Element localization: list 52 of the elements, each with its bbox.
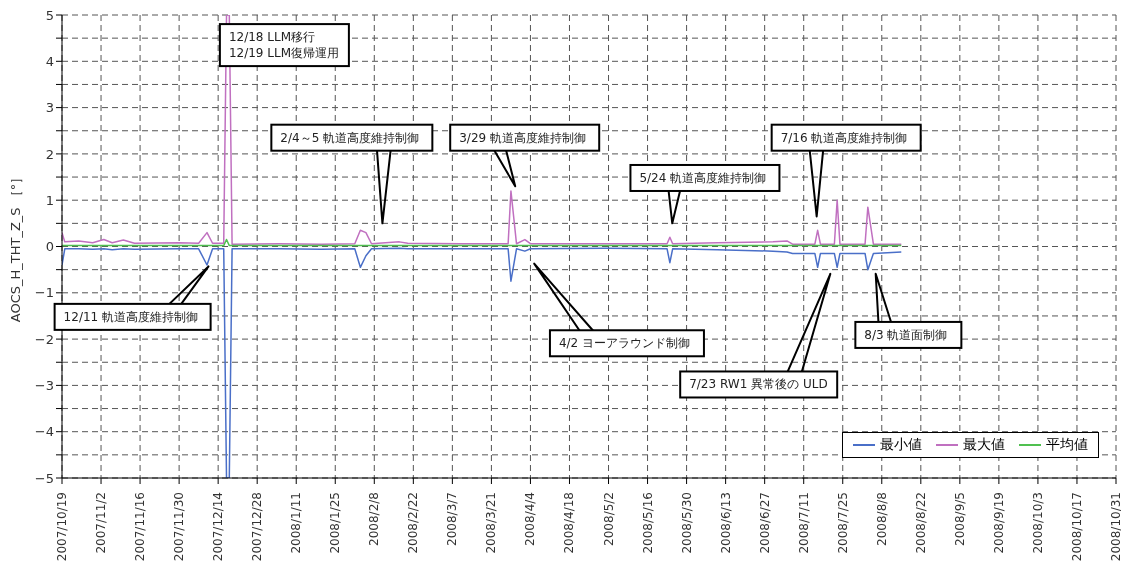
x-tick-label: 2007/11/2 [94, 492, 109, 554]
y-axis-title: AOCS_H_THT_Z_S ［°］ [7, 170, 23, 323]
y-tick-label: 2 [45, 146, 54, 162]
annotation: 12/18 LLM移行 12/19 LLM復帰運用 [228, 30, 340, 61]
y-tick-label: −2 [34, 331, 54, 347]
y-tick-label: −5 [34, 470, 54, 486]
y-tick-label: −3 [34, 378, 54, 394]
x-tick-label: 2008/6/13 [718, 492, 733, 554]
x-tick-label: 2008/10/3 [1030, 492, 1045, 554]
annotation: 4/2 ヨーアラウンド制御 [558, 336, 691, 351]
annotation: 7/16 軌道高度維持制御 [780, 130, 908, 145]
x-tick-label: 2008/7/25 [835, 492, 850, 554]
y-tick-label: 0 [45, 239, 54, 255]
x-tick-label: 2007/11/16 [133, 492, 148, 562]
x-tick-label: 2008/4/18 [562, 492, 577, 554]
legend-label: 最小値 [880, 436, 922, 454]
annotation: 7/23 RW1 異常後の ULD [689, 377, 828, 392]
x-tick-label: 2007/12/14 [211, 492, 226, 562]
x-tick-label: 2008/5/16 [640, 492, 655, 554]
y-tick-label: −4 [34, 424, 54, 440]
x-tick-label: 2008/5/2 [601, 492, 616, 546]
y-tick-label: −1 [34, 285, 54, 301]
annotation: 2/4～5 軌道高度維持制御 [280, 130, 420, 145]
x-tick-label: 2008/3/21 [484, 492, 499, 554]
x-tick-label: 2008/2/22 [406, 492, 421, 554]
x-tick-label: 2008/1/25 [328, 492, 343, 554]
x-tick-label: 2007/12/28 [250, 492, 265, 562]
annotation: 5/24 軌道高度維持制御 [639, 170, 767, 185]
annotation: 3/29 軌道高度維持制御 [459, 130, 586, 145]
annotation: 8/3 軌道面制御 [864, 327, 948, 342]
x-tick-label: 2008/8/8 [874, 492, 889, 546]
x-tick-label: 2008/5/30 [679, 492, 694, 554]
x-tick-label: 2008/9/19 [991, 492, 1006, 554]
y-tick-label: 4 [45, 53, 54, 69]
x-tick-label: 2008/10/31 [1109, 492, 1123, 562]
x-tick-label: 2008/6/27 [757, 492, 772, 554]
x-tick-label: 2008/3/7 [445, 492, 460, 546]
x-tick-label: 2008/1/11 [289, 492, 304, 554]
x-tick-label: 2007/11/30 [172, 492, 187, 562]
y-tick-label: 5 [45, 7, 54, 23]
x-tick-label: 2008/8/22 [913, 492, 928, 554]
x-tick-label: 2007/10/19 [55, 492, 69, 562]
y-tick-label: 3 [45, 100, 54, 116]
legend-label: 最大値 [963, 436, 1005, 454]
x-tick-label: 2008/7/11 [796, 492, 811, 554]
x-tick-label: 2008/2/8 [367, 492, 382, 546]
legend-label: 平均値 [1046, 436, 1088, 454]
x-tick-label: 2008/10/17 [1069, 492, 1084, 562]
annotation: 12/11 軌道高度維持制御 [63, 309, 199, 324]
y-tick-label: 1 [45, 192, 54, 208]
x-tick-label: 2008/9/5 [952, 492, 967, 546]
x-tick-label: 2008/4/4 [523, 492, 538, 546]
